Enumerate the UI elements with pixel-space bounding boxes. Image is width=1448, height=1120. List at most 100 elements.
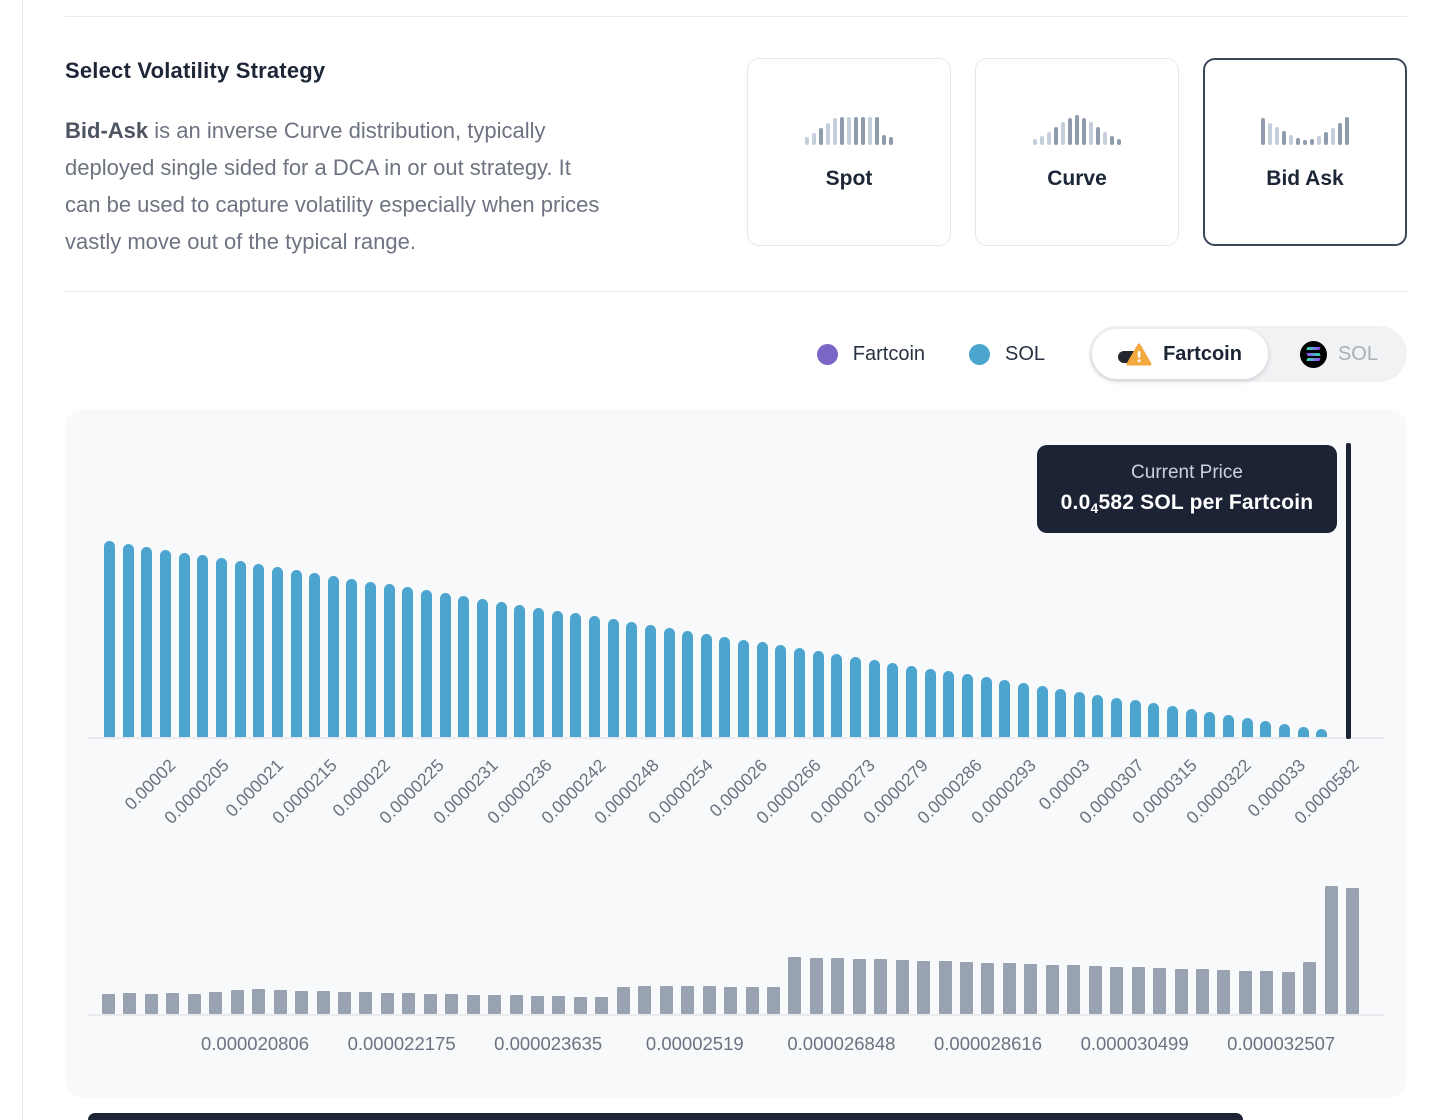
main-chart-bar: [1148, 703, 1160, 737]
mini-chart-bar: [938, 961, 952, 1014]
toggle-option-sol[interactable]: SOL: [1274, 329, 1404, 379]
mini-axis-tick-label: 0.000026848: [787, 1033, 896, 1054]
icon-bar: [860, 116, 866, 145]
mini-chart-bar: [337, 992, 351, 1014]
main-chart-bar: [253, 564, 265, 737]
tooltip-title: Current Price: [1131, 462, 1243, 483]
mini-chart-bar: [831, 958, 845, 1014]
mini-chart-bar: [616, 987, 630, 1014]
main-chart-bar: [905, 666, 917, 737]
main-chart-bar: [159, 550, 171, 737]
mini-chart-bar: [852, 959, 866, 1014]
strategy-card-spot[interactable]: Spot: [747, 58, 951, 246]
strategy-description-block: Select Volatility Strategy Bid-Ask is an…: [65, 58, 747, 260]
icon-bar: [1281, 130, 1287, 145]
main-chart-bar: [831, 654, 843, 737]
fartcoin-legend-dot: [816, 343, 838, 365]
strategy-name-bold: Bid-Ask: [65, 118, 149, 143]
main-chart-bar: [1092, 695, 1104, 737]
main-chart-bar: [980, 677, 992, 737]
mini-chart-bar: [1024, 964, 1038, 1014]
main-chart-bar: [141, 547, 153, 737]
mini-axis-tick-label: 0.000028616: [933, 1033, 1043, 1054]
main-chart-bar: [290, 570, 302, 737]
mini-axis-labels: 0.000020806 0.000022175 0.000023635 0.00002…: [65, 1033, 1407, 1063]
main-chart-bar: [421, 590, 433, 737]
icon-bar: [1039, 135, 1045, 145]
mini-chart-bar: [766, 987, 780, 1014]
main-chart-bar: [756, 642, 768, 737]
mini-chart-bar: [1002, 963, 1016, 1014]
strategy-card-label: Curve: [1047, 166, 1107, 190]
main-chart-bar: [439, 593, 451, 737]
main-chart-bar: [1036, 686, 1048, 737]
main-chart-bar: [812, 651, 824, 737]
main-chart-bar: [234, 561, 246, 737]
main-chart-bar: [887, 663, 899, 737]
strategy-section: Select Volatility Strategy Bid-Ask is an…: [65, 58, 1407, 260]
cutoff-dark-panel: [88, 1113, 1243, 1120]
main-chart-bar: [682, 631, 694, 737]
mini-chart-bar: [466, 995, 480, 1014]
mini-chart-bar: [638, 986, 652, 1014]
icon-bar: [1081, 117, 1087, 145]
mini-chart-bar: [423, 994, 437, 1014]
main-chart-bar: [1223, 715, 1234, 737]
main-chart-bar: [663, 628, 675, 737]
toggle-option-fartcoin[interactable]: Fartcoin: [1092, 329, 1268, 379]
main-chart-bar: [327, 576, 339, 737]
icon-bar: [1095, 126, 1101, 145]
mini-chart-bar: [981, 963, 995, 1014]
main-chart-bar: [514, 605, 526, 737]
mini-chart-bar: [187, 994, 201, 1014]
warning-triangle-icon: [1126, 343, 1152, 365]
main-chart-bar: [122, 544, 134, 737]
strategy-card-bidask[interactable]: Bid Ask: [1203, 58, 1407, 246]
mini-chart-bar: [1088, 966, 1102, 1014]
mini-chart-bar: [659, 986, 673, 1014]
main-chart-bar: [943, 671, 955, 737]
mini-chart-bar: [209, 992, 223, 1014]
mini-chart-bar: [252, 989, 266, 1014]
mini-chart-bar: [445, 994, 459, 1014]
main-chart-bar: [794, 648, 806, 737]
main-chart-bar: [588, 616, 600, 737]
icon-bar: [1074, 114, 1080, 145]
main-chart-bar: [215, 558, 227, 737]
main-chart-bar: [1111, 698, 1123, 737]
strategy-card-curve[interactable]: Curve: [975, 58, 1179, 246]
main-chart-bar: [607, 619, 619, 737]
section-title: Select Volatility Strategy: [65, 58, 326, 83]
mini-axis-tick-label: 0.000022175: [347, 1033, 456, 1054]
main-chart-bar: [1260, 721, 1272, 737]
mini-chart-bar: [702, 986, 716, 1014]
strategy-card-label: Spot: [825, 166, 873, 190]
icon-bar: [1330, 127, 1336, 145]
main-chart-bar: [346, 579, 358, 737]
icon-bar: [867, 116, 873, 145]
mini-chart-bar: [123, 993, 137, 1014]
mini-chart-bar: [573, 997, 587, 1014]
main-chart-bar: [1167, 706, 1179, 737]
bidask-distribution-icon: [1260, 114, 1350, 145]
mini-chart-bar: [144, 994, 158, 1014]
mini-chart-bar: [531, 996, 544, 1014]
mini-chart-bar: [1131, 967, 1145, 1014]
icon-bar: [1337, 122, 1343, 145]
main-chart-bar: [477, 599, 488, 737]
main-chart-bar: [1055, 689, 1067, 737]
legend-item-sol: SOL: [969, 343, 1045, 366]
main-chart-bar: [999, 680, 1011, 737]
mini-chart-bar: [1238, 971, 1252, 1014]
mini-chart-bar: [380, 993, 394, 1014]
main-chart-bar: [626, 622, 638, 737]
mini-chart-bar: [1153, 968, 1167, 1014]
mini-chart-bar: [1045, 965, 1059, 1014]
icon-bar: [1102, 131, 1108, 145]
main-chart-bar: [271, 567, 283, 737]
mini-chart-bar: [359, 992, 373, 1014]
strategy-card-label: Bid Ask: [1266, 166, 1344, 190]
main-chart-bar: [700, 634, 712, 737]
mini-chart-bar: [1346, 888, 1360, 1014]
icon-bar: [1302, 139, 1308, 145]
